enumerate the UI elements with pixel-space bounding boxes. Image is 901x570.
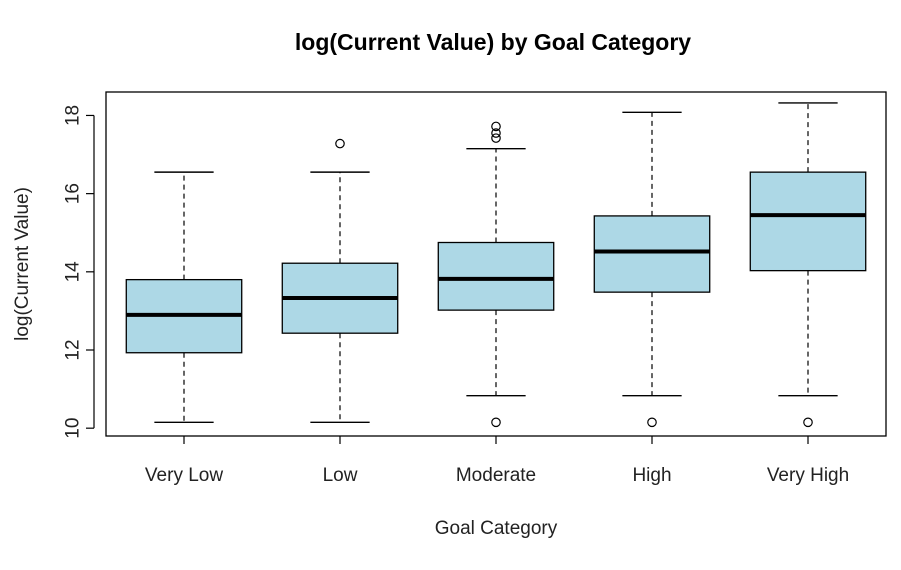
x-tick-label: Low [323,465,358,486]
iqr-box [437,241,555,311]
y-tick-label: 12 [63,339,84,360]
outlier-point [803,417,813,428]
y-axis-title: log(Current Value) [12,187,33,341]
x-tick-label: High [632,465,671,486]
outlier-point [491,121,501,132]
x-tick-label: Very High [767,465,849,486]
y-tick-label: 10 [63,418,84,439]
y-tick-label: 14 [63,261,84,283]
box-low [281,138,399,424]
box-high [593,111,711,428]
iqr-box [593,215,711,293]
x-axis-title: Goal Category [435,518,558,539]
y-tick-label: 18 [63,105,84,126]
x-axis: Very Low Low Moderate High Very High [145,436,849,486]
chart-title: log(Current Value) by Goal Category [295,29,691,55]
iqr-box [749,171,867,272]
boxes-group [125,102,867,428]
outlier-point [491,133,501,143]
x-tick-label: Moderate [456,465,536,486]
outlier-point [647,417,657,428]
y-tick-label: 16 [63,183,84,204]
box-very-high [749,102,867,428]
x-tick-label: Very Low [145,465,223,486]
y-axis: 10 12 14 16 18 [63,105,95,439]
outlier-point [491,128,501,138]
box-very-low [125,171,243,424]
box-moderate [437,121,555,428]
outlier-point [335,138,345,149]
outlier-point [491,417,501,428]
